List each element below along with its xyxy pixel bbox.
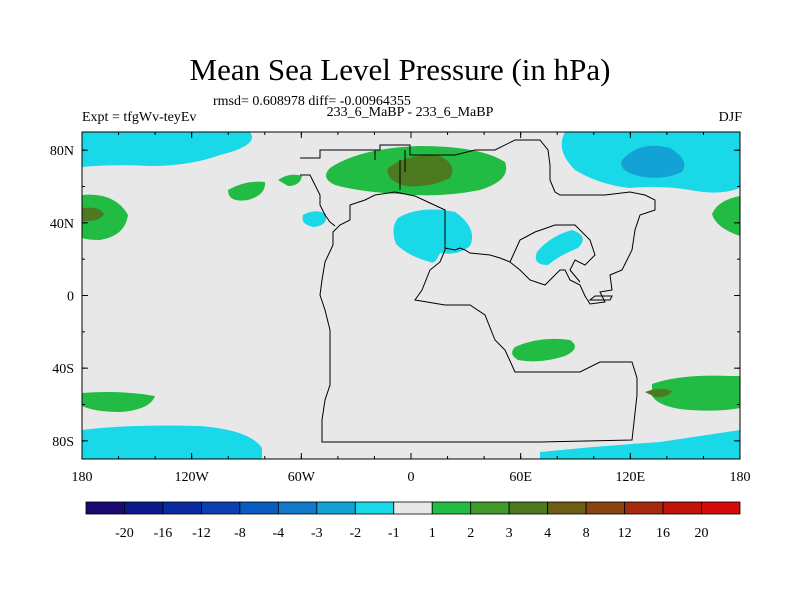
colorbar-label: 4 [544, 526, 551, 541]
colorbar-swatch [277, 501, 318, 515]
colorbar-label: 20 [695, 526, 709, 541]
colorbar-label: 8 [583, 526, 590, 541]
x-tick-label: 180 [72, 470, 93, 485]
northern-land-outline [300, 139, 656, 305]
west-midlat-high-core [82, 207, 104, 222]
colorbar-label: -4 [273, 526, 285, 541]
small-low [302, 211, 327, 227]
supercontinent-outline [319, 191, 638, 443]
colorbar: -20 -16 -12 -8 -4 -3 -2 -1 1 2 3 4 8 12 16 20 [85, 501, 741, 541]
colorbar-label: -12 [192, 526, 211, 541]
arctic-pacific-low [82, 132, 252, 167]
meridian-notch-outline [374, 150, 406, 190]
stats-line: rmsd= 0.608978 diff= -0.00964355 [213, 94, 411, 109]
south-atlantic-high [512, 338, 575, 362]
colorbar-swatch [124, 501, 164, 515]
antarctic-low-west [82, 425, 262, 459]
south-pacific-high-east [652, 375, 740, 411]
arabian-outline [509, 224, 596, 283]
antarctic-low-east [540, 430, 740, 459]
colorbar-swatch [508, 501, 549, 515]
south-pacific-high-west [82, 392, 155, 412]
west-midlat-high [82, 194, 128, 240]
island-outline [588, 295, 613, 301]
y-tick-label: 80S [52, 435, 74, 450]
east-midlat-high [712, 196, 740, 236]
y-tick-label: 80N [50, 144, 74, 159]
colorbar-label: 16 [656, 526, 670, 541]
colorbar-swatch [585, 501, 625, 515]
colorbar-label: 2 [467, 526, 474, 541]
south-pacific-high-east-core [645, 388, 672, 398]
colorbar-label: 1 [429, 526, 436, 541]
colorbar-swatch [431, 501, 472, 515]
x-tick-label: 60W [288, 470, 316, 485]
colorbar-swatch [162, 501, 202, 515]
colorbar-label: 12 [618, 526, 632, 541]
greenland-high [228, 181, 266, 201]
colorbar-label: -16 [154, 526, 173, 541]
western-coast-outline [300, 174, 336, 227]
y-tick-label: 40N [50, 217, 74, 232]
colorbar-swatch [547, 501, 587, 515]
colorbar-swatch [201, 501, 241, 515]
colorbar-label: -3 [311, 526, 323, 541]
colorbar-swatch [393, 501, 433, 515]
x-tick-label: 60E [509, 470, 532, 485]
x-tick-label: 120E [616, 470, 646, 485]
x-tick-label: 0 [408, 470, 415, 485]
season-label: DJF [718, 110, 742, 125]
y-tick-label: 40S [52, 362, 74, 377]
colorbar-swatch [316, 501, 356, 515]
y-tick-label: 0 [67, 290, 74, 305]
colorbar-label: 3 [506, 526, 513, 541]
colorbar-swatch [624, 501, 664, 515]
colorbar-swatch [701, 501, 741, 515]
atlantic-high-core [387, 155, 453, 187]
small-high [278, 174, 302, 186]
chart-title: Mean Sea Level Pressure (in hPa) [189, 52, 611, 87]
colorbar-swatch [470, 501, 510, 515]
comparison-label: 233_6_MaBP - 233_6_MaBP [326, 105, 494, 120]
x-tick-label: 180 [730, 470, 751, 485]
continent-outlines [300, 139, 656, 443]
contour-fills [82, 132, 740, 459]
colorbar-label: -8 [234, 526, 246, 541]
colorbar-swatch [239, 501, 279, 515]
experiment-label: Expt = tfgWv-teyEv [82, 110, 197, 125]
arabian-low [535, 230, 583, 265]
colorbar-label: -1 [388, 526, 400, 541]
x-tick-label: 120W [175, 470, 210, 485]
colorbar-swatch [85, 501, 125, 515]
colorbar-label: -20 [115, 526, 134, 541]
colorbar-label: -2 [349, 526, 361, 541]
axis-ticks: 180 120W 60W 0 60E 120E 180 80N 40N 0 40S 80S [50, 132, 751, 485]
colorbar-swatch [354, 501, 395, 515]
siberian-low-core [621, 145, 685, 178]
colorbar-swatch [662, 501, 702, 515]
